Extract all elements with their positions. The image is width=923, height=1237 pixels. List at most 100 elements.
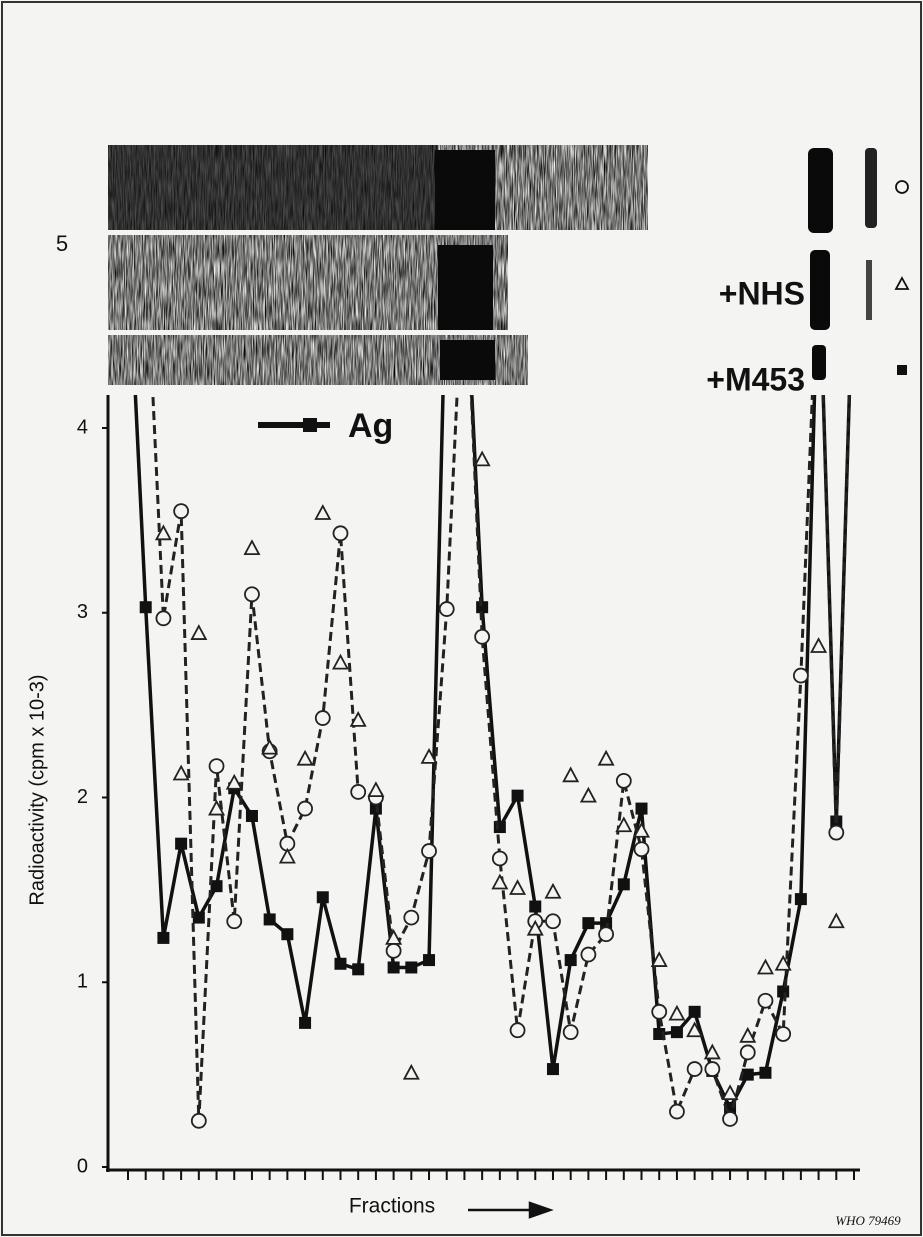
- square-marker: [175, 837, 188, 850]
- circle-marker: [173, 503, 190, 520]
- square-marker: [387, 961, 400, 974]
- circle-marker: [244, 586, 260, 603]
- legend-marker: [303, 418, 317, 432]
- circle-marker: [828, 824, 845, 841]
- y-tick-label: 3: [77, 601, 88, 623]
- square-marker: [245, 809, 258, 822]
- y-tick-label: 0: [77, 1155, 88, 1177]
- circle-marker: [847, 236, 861, 250]
- triangle-marker: [615, 816, 633, 833]
- triangle-marker: [225, 773, 243, 790]
- circle-marker: [598, 926, 614, 943]
- triangle-marker: [154, 524, 172, 541]
- triangle-marker: [597, 749, 615, 766]
- circle-marker: [297, 800, 313, 817]
- square-marker: [139, 601, 152, 614]
- circle-marker: [509, 1022, 526, 1039]
- triangle-marker: [526, 919, 544, 936]
- triangle-marker: [385, 929, 403, 945]
- credit: WHO 79469: [835, 1213, 901, 1228]
- circle-marker: [775, 1026, 792, 1042]
- circle-marker: [155, 610, 172, 627]
- circle-marker: [669, 1103, 685, 1120]
- triangle-marker: [721, 1084, 739, 1100]
- legend-label: Ag: [348, 407, 393, 445]
- square-marker: [617, 878, 630, 891]
- circle-marker: [757, 992, 774, 1009]
- triangle-marker: [774, 954, 792, 971]
- circle-marker: [438, 601, 455, 617]
- square-marker: [192, 911, 205, 924]
- square-marker: [210, 880, 223, 893]
- triangle-marker: [491, 873, 509, 890]
- circle-marker: [704, 1061, 721, 1077]
- circle-marker: [332, 525, 349, 542]
- gel: [108, 145, 877, 385]
- y-tick-label: 1: [77, 971, 88, 993]
- triangle-marker: [650, 951, 668, 967]
- square-marker: [759, 1066, 772, 1079]
- arrow: [468, 1201, 554, 1219]
- triangle-marker: [420, 747, 438, 764]
- triangle-marker: [296, 749, 314, 766]
- series-line: [151, 395, 851, 1125]
- circle-marker: [403, 909, 420, 926]
- triangle-marker: [810, 637, 828, 653]
- circle-marker: [812, 236, 826, 250]
- triangle-marker: [314, 504, 332, 520]
- square-marker: [299, 1016, 312, 1029]
- square-marker: [316, 891, 329, 904]
- triangle-marker: [633, 821, 651, 838]
- triangle-marker: [172, 764, 190, 781]
- square-marker: [157, 931, 170, 944]
- circle-marker: [686, 1061, 703, 1077]
- y-axis-label: Radioactivity (cpm x 10-3): [26, 674, 48, 905]
- lane-label: +NHS: [719, 275, 805, 311]
- y-tick-label: 2: [77, 786, 88, 808]
- circle-marker: [208, 758, 225, 774]
- square-marker: [511, 789, 524, 802]
- triangle-marker: [827, 912, 845, 929]
- triangle-marker: [668, 1004, 686, 1021]
- square-marker: [741, 1068, 754, 1081]
- square-marker: [281, 928, 294, 941]
- triangle-marker: [190, 624, 208, 640]
- gel-label: 5: [56, 231, 68, 256]
- circle-marker: [350, 784, 367, 800]
- square-marker: [670, 1026, 683, 1039]
- triangle-marker: [208, 799, 226, 816]
- circle-marker: [651, 1003, 668, 1020]
- triangle-marker: [402, 1063, 420, 1080]
- circle-marker: [421, 843, 437, 859]
- lane-legend: +NHS +M453: [706, 180, 910, 397]
- triangle-marker: [243, 539, 261, 555]
- square-marker: [352, 963, 365, 976]
- square-marker: [546, 1063, 559, 1076]
- square-marker: [688, 1005, 701, 1018]
- circle-marker: [580, 946, 597, 963]
- triangle-marker: [847, 236, 861, 249]
- triangle-marker: [509, 879, 527, 895]
- triangle-marker: [261, 738, 279, 755]
- square-marker: [529, 900, 542, 913]
- square-marker: [423, 954, 436, 967]
- square-marker: [263, 913, 276, 926]
- square-marker: [777, 985, 790, 998]
- triangle-marker: [349, 711, 367, 727]
- square-marker: [635, 802, 648, 815]
- square-marker: [405, 961, 418, 974]
- circle-marker: [474, 628, 491, 645]
- square-marker: [813, 237, 825, 249]
- circle-marker: [314, 710, 331, 726]
- triangle-marker: [703, 1043, 721, 1060]
- circle-marker: [545, 913, 561, 930]
- legend: Ag: [258, 407, 393, 445]
- triangle-marker: [686, 1021, 704, 1038]
- triangle-marker: [473, 450, 491, 467]
- square-marker: [476, 601, 489, 614]
- lane-marker: [894, 276, 910, 290]
- circle-marker: [615, 772, 632, 789]
- square-marker: [564, 954, 577, 967]
